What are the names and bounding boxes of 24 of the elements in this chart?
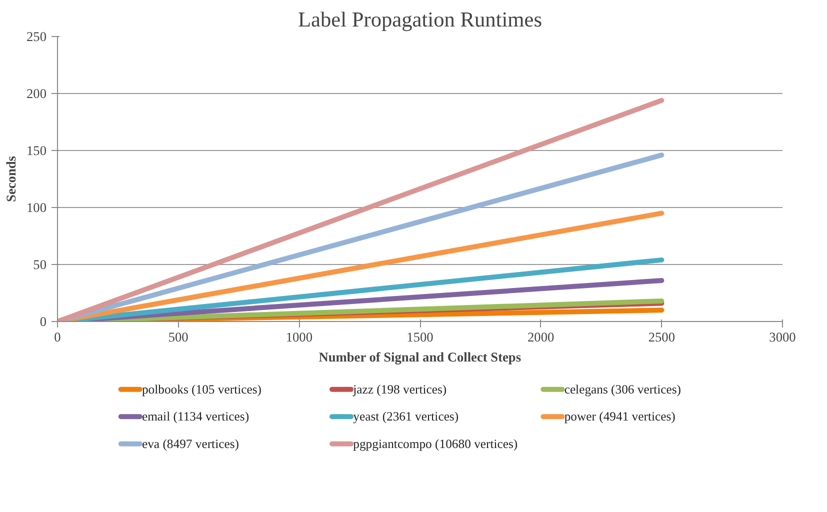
legend-label: power (4941 vertices) — [564, 410, 676, 424]
y-tick-label: 100 — [26, 200, 47, 215]
legend-label: email (1134 vertices) — [142, 410, 250, 424]
legend-label: celegans (306 vertices) — [564, 382, 681, 396]
x-tick-label: 1500 — [406, 330, 434, 344]
y-tick-label: 150 — [26, 143, 47, 158]
x-tick-label: 2000 — [528, 330, 554, 344]
x-tick-label: 0 — [54, 330, 62, 344]
y-tick-label: 0 — [40, 314, 47, 329]
x-tick-label: 500 — [168, 330, 189, 344]
x-axis-title: Number of Signal and Collect Steps — [318, 350, 522, 364]
x-tick-label: 1000 — [286, 330, 313, 344]
x-tick-label: 3000 — [769, 330, 796, 344]
y-tick-label: 200 — [26, 86, 47, 101]
y-axis-title: Seconds — [4, 156, 19, 202]
y-tick-label: 250 — [26, 29, 47, 44]
legend-label: yeast (2361 vertices) — [353, 410, 459, 424]
chart-title: Label Propagation Runtimes — [298, 8, 542, 32]
x-tick-label: 2500 — [648, 330, 676, 344]
legend-label: pgpgiantcompo (10680 vertices) — [353, 436, 518, 451]
legend-label: polbooks (105 vertices) — [142, 382, 262, 396]
legend-label: jazz (198 vertices) — [352, 382, 447, 396]
legend-label: eva (8497 vertices) — [142, 436, 239, 451]
y-tick-label: 50 — [33, 257, 47, 272]
